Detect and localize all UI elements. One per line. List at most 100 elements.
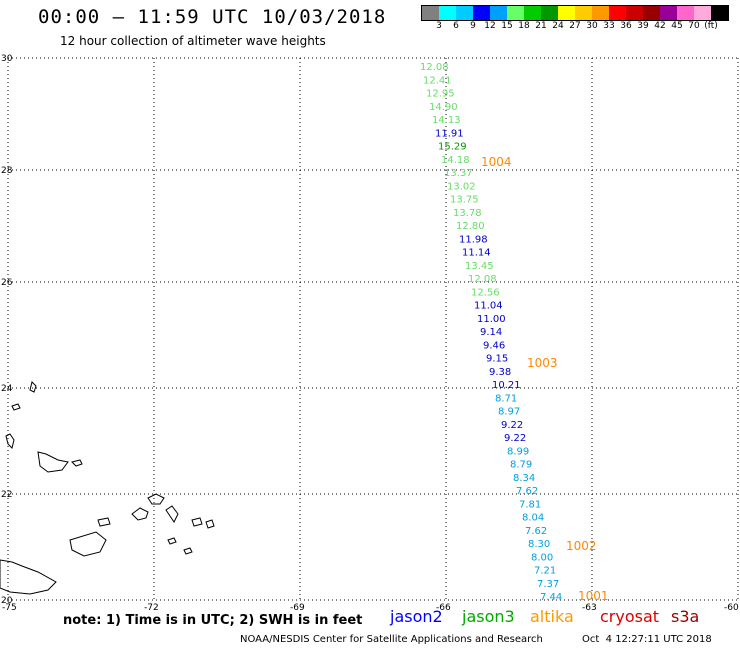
legend-swatch xyxy=(490,6,507,20)
legend-label: 3 xyxy=(436,21,442,31)
pressure-label: 1003 xyxy=(527,356,558,370)
wave-height-label: 8.71 xyxy=(495,393,517,404)
legend-swatch xyxy=(422,6,439,20)
satellite-label-jason2: jason2 xyxy=(390,607,443,626)
legend-label: 42 xyxy=(654,21,666,31)
land-outline xyxy=(11,403,21,411)
wave-height-label: 7.81 xyxy=(519,499,541,510)
legend-swatch xyxy=(558,6,575,20)
page-title: 00:00 – 11:59 UTC 10/03/2018 xyxy=(38,6,387,28)
land-outline xyxy=(71,459,83,467)
legend-label: 6 xyxy=(453,21,459,31)
satellite-label-altika: altika xyxy=(530,607,574,626)
longitude-label: -72 xyxy=(144,603,159,613)
legend-label: 9 xyxy=(470,21,476,31)
land-outline xyxy=(5,433,15,449)
landmass-outlines xyxy=(0,381,215,595)
footer-timestamp: Oct 4 12:27:11 UTC 2018 xyxy=(582,634,712,645)
legend-label: 27 xyxy=(569,21,581,31)
wave-height-label: 9.46 xyxy=(483,340,505,351)
pressure-label: 1004 xyxy=(481,155,512,169)
latitude-label: 30 xyxy=(1,54,13,64)
page-subtitle: 12 hour collection of altimeter wave hei… xyxy=(60,34,326,48)
land-outline xyxy=(165,505,179,523)
axis-labels: 30 28 26 24 22 20-75 -72 -69 -66 -63 -60 xyxy=(1,54,739,613)
wave-height-label: 13.75 xyxy=(450,195,479,206)
legend-swatch xyxy=(575,6,592,20)
pressure-label: 1002 xyxy=(566,539,597,553)
land-outline xyxy=(183,547,193,555)
satellite-label-cryosat: cryosat xyxy=(600,607,660,626)
wave-height-label: 7.62 xyxy=(525,526,547,537)
legend-swatch xyxy=(541,6,558,20)
land-outline xyxy=(29,381,37,393)
legend-label: 18 xyxy=(518,21,530,31)
legend-swatch xyxy=(456,6,473,20)
wave-height-label: 8.97 xyxy=(498,407,520,418)
wave-height-label: 12.08 xyxy=(420,62,449,73)
graticule xyxy=(7,57,739,601)
legend-label: 24 xyxy=(552,21,564,31)
wave-height-label: 11.04 xyxy=(474,301,503,312)
legend-label: 33 xyxy=(603,21,615,31)
wave-height-label: 12.08 xyxy=(468,274,497,285)
land-outline xyxy=(37,451,69,473)
wave-height-label: 7.37 xyxy=(537,579,559,590)
legend-swatch xyxy=(609,6,626,20)
legend-label: 45 xyxy=(671,21,683,31)
legend-swatch xyxy=(711,6,728,20)
land-outline xyxy=(205,519,215,529)
wave-height-label: 13.45 xyxy=(465,261,494,272)
wave-height-track: 12.08 12.41 12.95 14.90 14.13 11.91 15.29 14.18… xyxy=(420,62,562,603)
latitude-label: 22 xyxy=(1,490,12,500)
legend-swatch xyxy=(439,6,456,20)
land-outline xyxy=(69,531,107,557)
color-legend xyxy=(421,5,729,21)
wave-height-label: 13.02 xyxy=(447,181,476,192)
legend-swatch xyxy=(626,6,643,20)
wave-height-label: 10.21 xyxy=(492,380,521,391)
legend-swatch xyxy=(677,6,694,20)
longitude-label: -69 xyxy=(290,603,305,613)
legend-label: (ft) xyxy=(704,21,718,31)
land-outline xyxy=(0,559,57,595)
wave-height-label: 8.79 xyxy=(510,460,532,471)
legend-swatch xyxy=(524,6,541,20)
latitude-label: 20 xyxy=(1,596,13,606)
legend-label: 21 xyxy=(535,21,547,31)
wave-height-label: 9.14 xyxy=(480,327,502,338)
wave-height-label: 9.22 xyxy=(501,420,523,431)
wave-height-label: 8.30 xyxy=(528,539,550,550)
wave-height-label: 9.15 xyxy=(486,354,508,365)
legend-label: 15 xyxy=(501,21,513,31)
legend-label: 30 xyxy=(586,21,598,31)
longitude-label: -75 xyxy=(2,603,17,613)
wave-height-label: 12.95 xyxy=(426,89,455,100)
wave-height-label: 8.34 xyxy=(513,473,535,484)
wave-height-label: 11.14 xyxy=(462,248,491,259)
legend-label: 36 xyxy=(620,21,632,31)
wave-height-label: 11.00 xyxy=(477,314,506,325)
wave-height-label: 8.00 xyxy=(531,552,553,563)
pressure-labels: 1004 1003 1002 1001 xyxy=(481,155,609,603)
satellite-label-jason3: jason3 xyxy=(462,607,515,626)
wave-height-label: 12.41 xyxy=(423,75,452,86)
longitude-label: -63 xyxy=(582,603,597,613)
note-text: note: 1) Time is in UTC; 2) SWH is in fe… xyxy=(63,613,363,628)
pressure-label: 1001 xyxy=(578,589,609,603)
longitude-label: -66 xyxy=(436,603,451,613)
legend-swatch xyxy=(643,6,660,20)
legend-swatch xyxy=(660,6,677,20)
wave-height-label: 9.22 xyxy=(504,433,526,444)
wave-height-label: 12.80 xyxy=(456,221,485,232)
satellite-label-s3a: s3a xyxy=(671,607,700,626)
wave-height-label: 14.90 xyxy=(429,102,458,113)
wave-height-label: 13.78 xyxy=(453,208,482,219)
legend-swatch xyxy=(694,6,711,20)
legend-swatch xyxy=(507,6,524,20)
wave-height-label: 12.56 xyxy=(471,287,500,298)
wave-height-label: 13.37 xyxy=(444,168,473,179)
wave-height-label: 14.18 xyxy=(441,155,470,166)
